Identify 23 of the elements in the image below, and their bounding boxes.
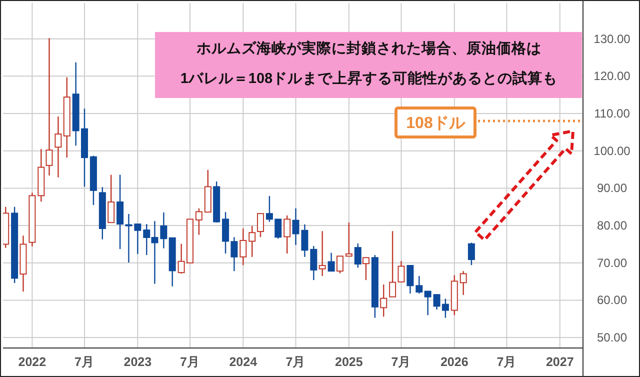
y-tick-label: 110.00 <box>594 106 630 121</box>
x-tick-label: 2023 <box>124 355 152 369</box>
annotation: ホルムズ海峡が実際に封鎖された場合、原油価格は <box>196 39 542 57</box>
y-tick-label: 70.00 <box>596 256 628 270</box>
y-tick-label: 60.00 <box>596 293 628 308</box>
y-tick-label: 130.00 <box>594 32 631 46</box>
y-tick-label: 90.00 <box>596 181 628 196</box>
y-tick-label: 120.00 <box>594 69 631 84</box>
x-tick-label: 2027 <box>546 355 574 369</box>
x-tick-label: 2026 <box>440 355 468 369</box>
x-tick-label: 7月 <box>391 355 412 369</box>
x-tick-label: 7月 <box>286 355 306 369</box>
y-tick-label: 80.00 <box>596 218 628 233</box>
y-tick-label: 100.00 <box>594 144 631 158</box>
annotation: 1バレル＝108ドルまで上昇する可能性があるとの試算も <box>180 70 558 87</box>
x-tick-label: 2025 <box>335 355 363 369</box>
ref-line-label: 108ドル <box>406 114 466 132</box>
y-tick-label: 50.00 <box>596 330 628 345</box>
x-tick-label: 7月 <box>74 355 94 369</box>
x-tick-label: 7月 <box>496 355 517 369</box>
x-tick-label: 7月 <box>180 355 200 369</box>
x-tick-label: 2024 <box>229 355 258 369</box>
x-tick-label: 2022 <box>18 355 46 369</box>
